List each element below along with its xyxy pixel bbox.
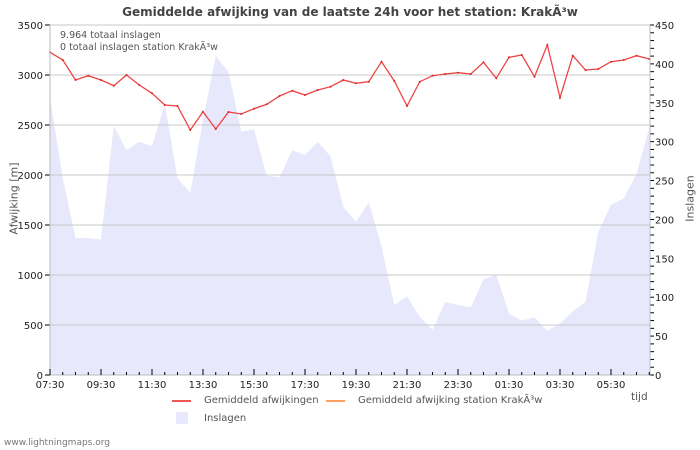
- x-tick-label: 09:30: [87, 380, 116, 391]
- x-axis-title: tijd: [631, 391, 648, 403]
- y-tick-label: 1000: [18, 271, 43, 282]
- y-right-tick-label: 350: [655, 99, 674, 110]
- x-tick-label: 11:30: [138, 380, 167, 391]
- y-tick-label: 0: [37, 371, 43, 382]
- legend-item-deviation[interactable]: Gemiddeld afwijkingen: [172, 395, 319, 406]
- y-tick-label: 2000: [18, 171, 43, 182]
- y-tick-label: 500: [24, 321, 43, 332]
- y-right-tick-label: 200: [655, 215, 674, 226]
- y-tick-label: 3500: [18, 21, 43, 32]
- red-line-swatch-icon: [172, 399, 191, 402]
- strikes-area-path: [50, 56, 650, 375]
- x-tick-label: 13:30: [189, 380, 218, 391]
- y-right-tick-label: 0: [655, 371, 661, 382]
- area-swatch-icon: [176, 412, 188, 424]
- x-tick-label: 15:30: [240, 380, 269, 391]
- x-tick-label: 23:30: [444, 380, 473, 391]
- x-tick-label: 17:30: [291, 380, 320, 391]
- deviation-polyline: [49, 42, 650, 132]
- strikes-area: [50, 56, 650, 375]
- y-axis-title-right: Inslagen: [683, 175, 697, 222]
- station-strikes-text: 0 totaal inslagen station KrakÃ³w: [60, 42, 218, 53]
- y-axis-title-left: Afwijking [m]: [7, 162, 21, 235]
- total-strikes-text: 9.964 totaal inslagen: [60, 30, 161, 41]
- x-tick-label: 05:30: [597, 380, 626, 391]
- legend-item-station[interactable]: Gemiddeld afwijking station KrakÃ³w: [326, 395, 542, 406]
- legend-item-strikes[interactable]: Inslagen: [172, 412, 246, 424]
- orange-line-swatch-icon: [326, 399, 345, 402]
- y-right-tick-label: 450: [655, 21, 674, 32]
- x-tick-label: 07:30: [36, 380, 65, 391]
- x-tick-label: 01:30: [495, 380, 524, 391]
- y-tick-label: 1500: [18, 221, 43, 232]
- source-link[interactable]: www.lightningmaps.org: [4, 438, 110, 448]
- y-right-tick-label: 150: [655, 254, 674, 265]
- y-tick-label: 2500: [18, 121, 43, 132]
- x-tick-label: 19:30: [342, 380, 371, 391]
- y-tick-label: 3000: [18, 71, 43, 82]
- legend-label-station: Gemiddeld afwijking station KrakÃ³w: [358, 395, 543, 406]
- legend-label-strikes: Inslagen: [204, 412, 247, 424]
- chart-title: Gemiddelde afwijking van de laatste 24h …: [122, 5, 578, 19]
- legend-label-deviation: Gemiddeld afwijkingen: [204, 395, 319, 406]
- x-tick-label: 21:30: [393, 380, 422, 391]
- y-right-tick-label: 100: [655, 293, 674, 304]
- y-right-tick-label: 250: [655, 177, 674, 188]
- y-right-tick-label: 400: [655, 60, 674, 71]
- y-right-tick-label: 300: [655, 138, 674, 149]
- x-tick-label: 03:30: [546, 380, 575, 391]
- axes: 0 500 1000 1500 2000 2500 3000 3500 0 50 100 150 200…: [18, 21, 675, 391]
- deviation-line: [49, 42, 651, 132]
- y-right-tick-label: 50: [655, 332, 668, 343]
